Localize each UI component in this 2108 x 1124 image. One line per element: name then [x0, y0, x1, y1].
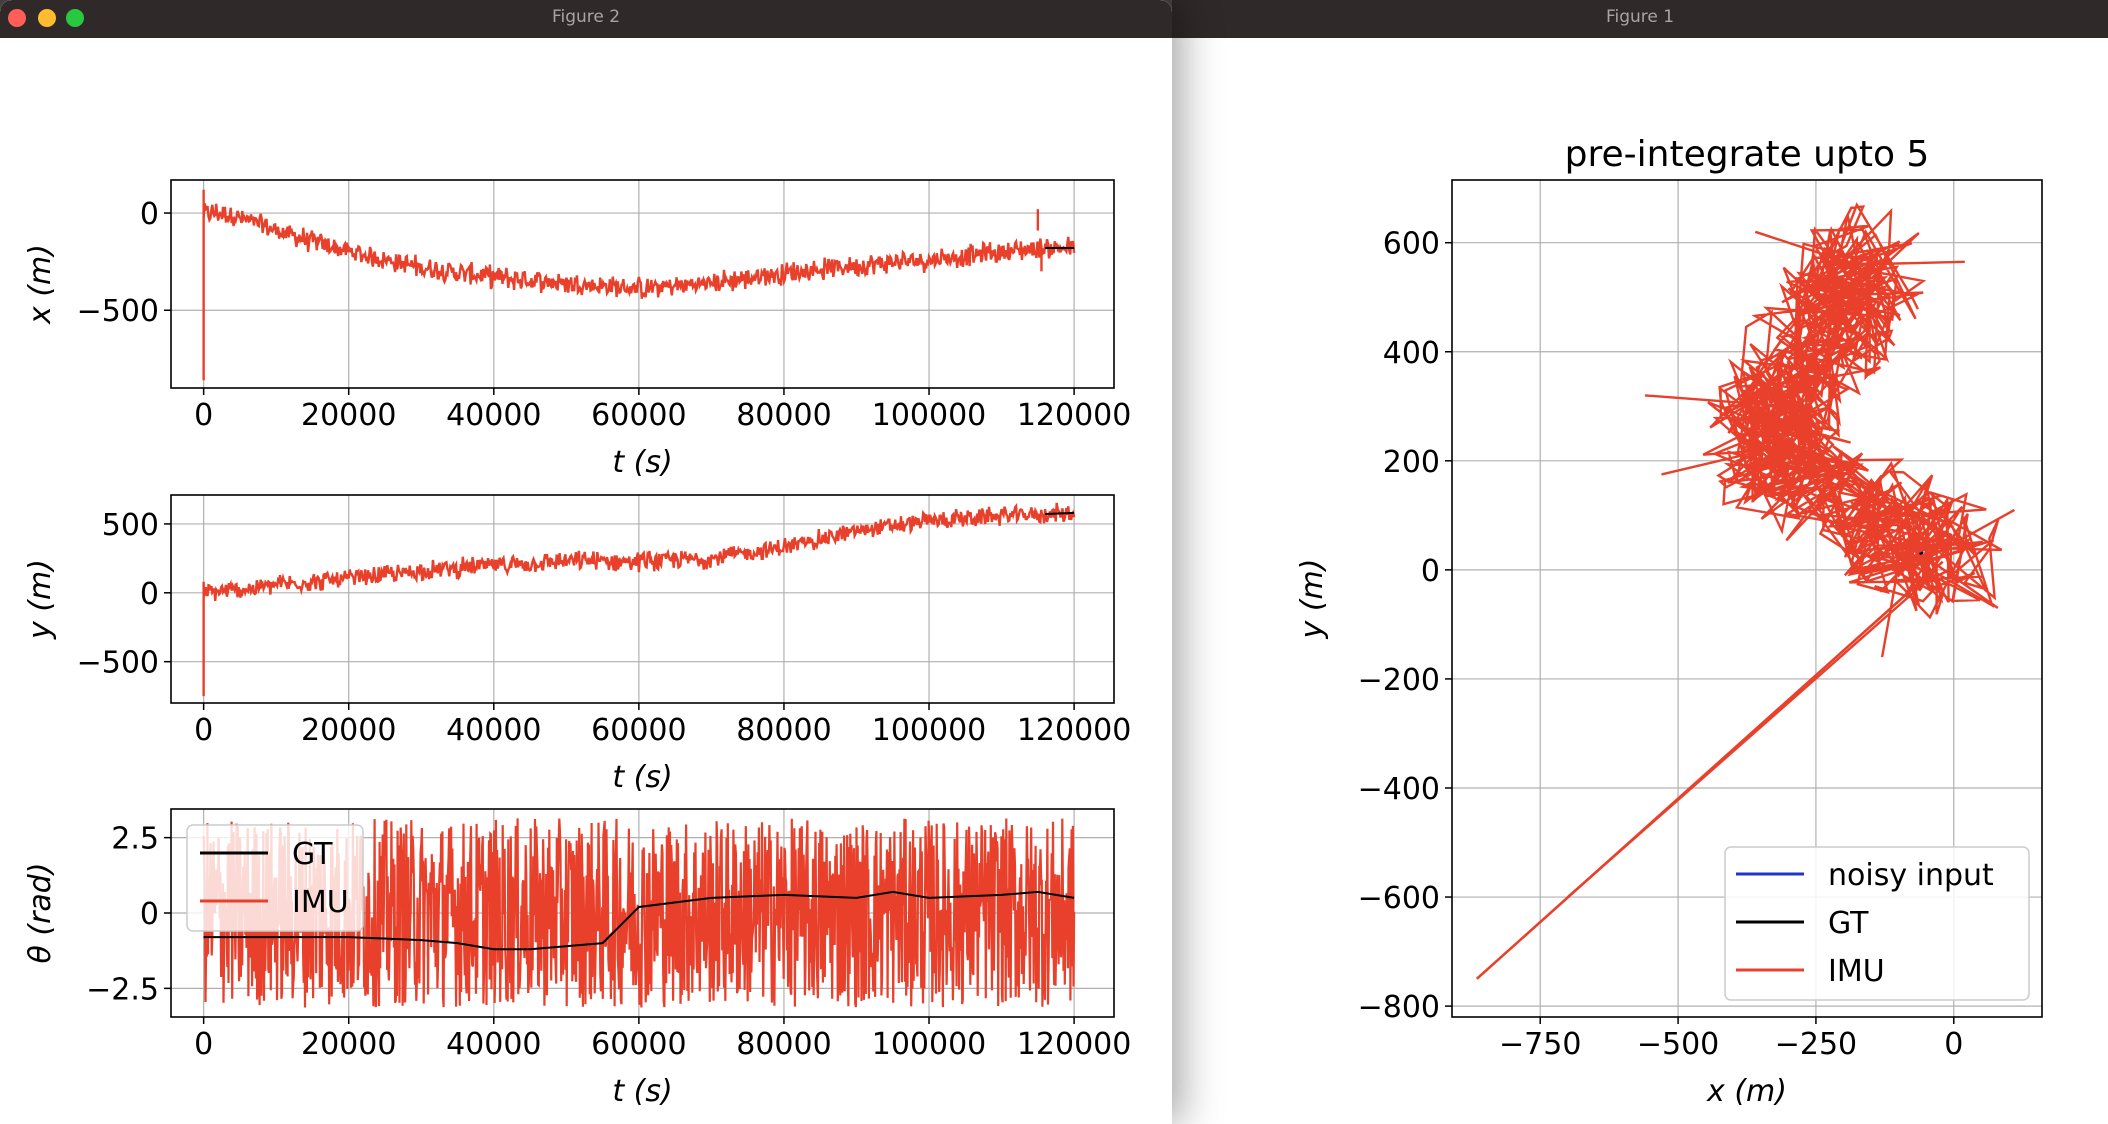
figure-2-window: Figure 2 0 20000 40000 60000 80000 100000 1200… — [0, 0, 1172, 1124]
imu-excursion-3-2 — [1880, 564, 1900, 658]
imu-diagonal-3 — [1475, 560, 1944, 980]
x-tick-label-1-5: 100000 — [872, 713, 987, 748]
x-tick-label-0-0: 0 — [194, 398, 213, 433]
legend-3-box — [1724, 846, 2030, 1001]
plot-area-1 — [202, 502, 1076, 697]
minimize-window-button[interactable] — [38, 9, 56, 27]
figure-2-canvas: 0 20000 40000 60000 80000 100000 120000 0 −500 t … — [23, 179, 1132, 1109]
x-tick-label-0-6: 120000 — [1017, 398, 1132, 433]
y-tick-label-3-0: 600 — [1383, 227, 1440, 262]
x-tick-label-2-1: 20000 — [301, 1027, 396, 1062]
imu-diagonal-3b — [1567, 585, 1922, 898]
gt-series-2 — [203, 890, 1075, 951]
x-tick-label-0-2: 40000 — [446, 398, 541, 433]
y-tick-label-2-0: 2.5 — [111, 822, 159, 857]
y-tick-label-3-3: 0 — [1421, 554, 1440, 589]
legend-2: GT IMU — [186, 824, 364, 932]
imu-excursion-3-5 — [1644, 394, 1789, 408]
y-tick-label-3-5: −400 — [1358, 772, 1440, 807]
y-axis-label-0: x (m) — [23, 244, 58, 325]
y-tick-label-3-1: 400 — [1383, 336, 1440, 371]
x-axis-label-2: t (s) — [612, 1074, 672, 1109]
imu-excursion-3-1 — [1919, 552, 1999, 610]
legend-3-label-gt: GT — [1828, 906, 1869, 941]
y-tick-label-3-4: −200 — [1358, 663, 1440, 698]
imu-excursion-3-0 — [1925, 508, 2016, 561]
axes-0: 0 20000 40000 60000 80000 100000 120000 0 −500 t … — [23, 179, 1132, 480]
axes-1-frame — [170, 494, 1115, 704]
x-tick-label-2-6: 120000 — [1017, 1027, 1132, 1062]
plot-area-3 — [1475, 202, 2016, 980]
y-tick-label-1-2: −500 — [77, 646, 159, 681]
axes-2-frame — [170, 808, 1115, 1018]
x-tick-label-0-4: 80000 — [736, 398, 831, 433]
axes-1-background — [171, 495, 1114, 703]
zoom-window-button[interactable] — [66, 9, 84, 27]
axes-0-background — [171, 180, 1114, 388]
gt-series-3 — [1919, 552, 1924, 556]
y-tick-label-3-2: 200 — [1383, 445, 1440, 480]
figure-2-title: Figure 2 — [551, 7, 621, 27]
gt-series-end-1 — [1045, 511, 1075, 516]
y-axis-label-1: y (m) — [23, 559, 58, 640]
y-tick-label-3-6: −600 — [1358, 881, 1440, 916]
axes-3-frame — [1451, 179, 2043, 1018]
chart-title-3: pre-integrate upto 5 — [1565, 134, 1930, 175]
x-tick-label-1-3: 60000 — [591, 713, 686, 748]
close-window-button[interactable] — [8, 9, 26, 27]
x-axis-label-1: t (s) — [612, 760, 672, 795]
figure-1-title: Figure 1 — [1605, 7, 1675, 27]
imu-excursion-3-4 — [1854, 260, 1965, 266]
x-tick-label-2-5: 100000 — [872, 1027, 987, 1062]
plot-area-0 — [202, 189, 1076, 381]
x-tick-label-3-2: −250 — [1775, 1027, 1857, 1062]
y-tick-label-1-1: 0 — [140, 577, 159, 612]
x-axis-label-0: t (s) — [612, 445, 672, 480]
y-axis-label-3: y (m) — [1295, 559, 1330, 640]
imu-excursion-3-6 — [1661, 443, 1789, 476]
figure-2-titlebar: Figure 2 — [0, 0, 1172, 38]
x-tick-label-2-0: 0 — [194, 1027, 213, 1062]
x-tick-label-1-1: 20000 — [301, 713, 396, 748]
figure-1-canvas: −750 −500 −250 0 600 400 200 0 −200 −400 −600 −800 x… — [1295, 134, 2043, 1109]
imu-series-2 — [202, 818, 1076, 1008]
y-tick-label-2-2: −2.5 — [86, 972, 159, 1007]
x-tick-label-0-1: 20000 — [301, 398, 396, 433]
axes-1: 0 20000 40000 60000 80000 100000 120000 500 0 −50… — [23, 494, 1132, 795]
legend-2-label-imu: IMU — [292, 885, 349, 920]
y-tick-label-2-1: 0 — [140, 897, 159, 932]
y-tick-label-0-1: −500 — [77, 294, 159, 329]
x-tick-label-3-0: −750 — [1499, 1027, 1581, 1062]
y-tick-label-0-0: 0 — [140, 197, 159, 232]
y-axis-label-2: θ (rad) — [23, 862, 58, 963]
x-tick-label-2-4: 80000 — [736, 1027, 831, 1062]
imu-excursion-3-3 — [1754, 230, 1855, 266]
legend-3: noisy input GT IMU — [1724, 846, 2030, 1001]
legend-2-label-gt: GT — [292, 837, 333, 872]
figure-1-window: Figure 1 −750 −500 −250 0 600 400 200 0 −200 −400… — [1172, 0, 2108, 1124]
x-tick-label-2-3: 60000 — [591, 1027, 686, 1062]
x-tick-label-3-1: −500 — [1637, 1027, 1719, 1062]
figure-1-titlebar: Figure 1 — [1172, 0, 2108, 38]
x-tick-label-2-2: 40000 — [446, 1027, 541, 1062]
x-axis-label-3: x (m) — [1706, 1074, 1787, 1109]
legend-3-label-noisy-input: noisy input — [1828, 858, 1994, 893]
x-tick-label-1-0: 0 — [194, 713, 213, 748]
imu-series-3 — [1702, 202, 2003, 620]
x-tick-label-3-3: 0 — [1944, 1027, 1963, 1062]
x-tick-label-1-2: 40000 — [446, 713, 541, 748]
imu-series-1 — [202, 502, 1076, 602]
y-tick-label-1-0: 500 — [102, 508, 159, 543]
x-tick-label-1-4: 80000 — [736, 713, 831, 748]
legend-3-label-imu: IMU — [1828, 954, 1885, 989]
x-tick-label-0-3: 60000 — [591, 398, 686, 433]
imu-series-0 — [202, 203, 1076, 299]
plot-area-2 — [202, 818, 1076, 1008]
x-tick-label-0-5: 100000 — [872, 398, 987, 433]
x-tick-label-1-6: 120000 — [1017, 713, 1132, 748]
y-tick-label-3-7: −800 — [1358, 990, 1440, 1025]
axes-0-frame — [170, 179, 1115, 389]
